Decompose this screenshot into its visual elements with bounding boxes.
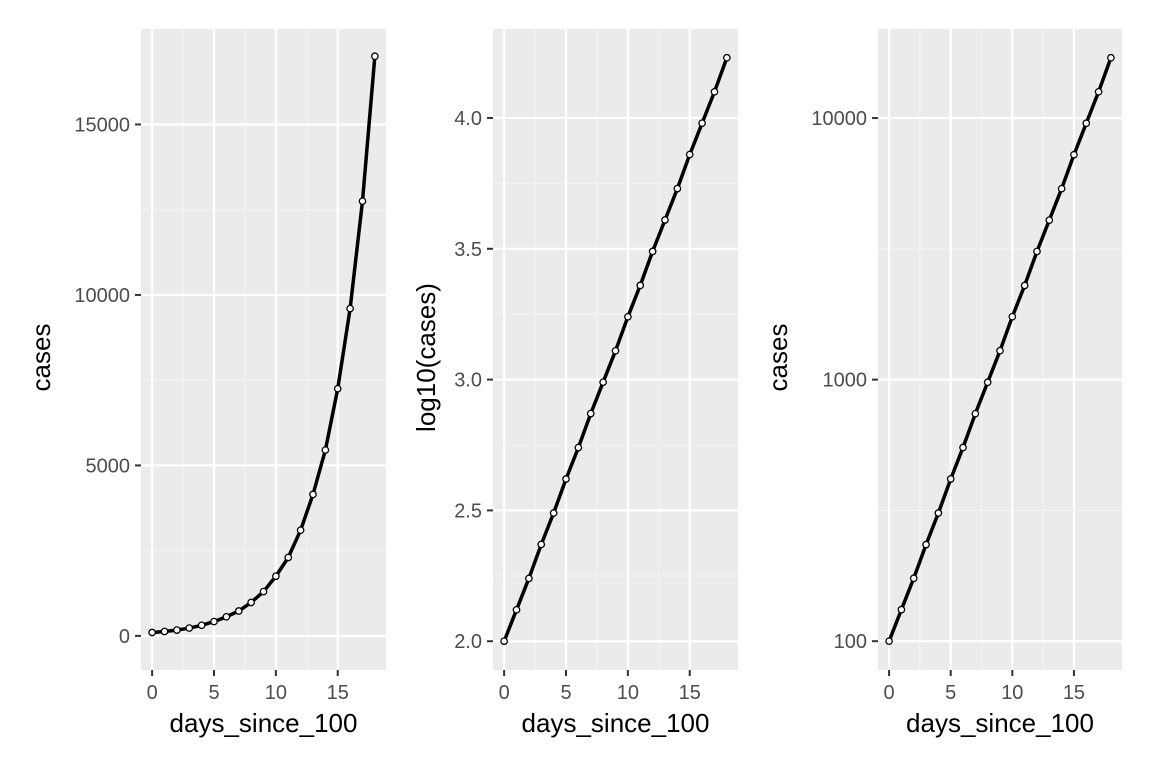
data-point [284, 553, 293, 562]
panel-1: 0 5 10 15 0 5000 10000 15000 days_since_100 cases [26, 29, 386, 738]
y-tick-label: 3.0 [454, 370, 482, 392]
data-point [333, 384, 342, 393]
data-point [897, 605, 906, 614]
data-point [296, 526, 305, 535]
y-tick-label: 0 [119, 626, 130, 648]
data-point [624, 312, 632, 321]
y-tick-label: 10000 [811, 108, 867, 130]
data-point [259, 587, 268, 596]
y-axis-title: log10(cases) [411, 283, 441, 432]
data-point [321, 446, 330, 454]
x-tick-label: 10 [1001, 682, 1023, 704]
data-point [1045, 216, 1054, 225]
y-axis-title: cases [763, 324, 793, 392]
x-tick-label: 10 [617, 682, 639, 704]
data-point [636, 281, 645, 290]
data-point [661, 216, 669, 224]
data-point [358, 197, 367, 206]
data-point [685, 150, 694, 159]
data-point [1082, 119, 1091, 128]
data-point [946, 475, 955, 483]
data-point [648, 247, 657, 256]
y-tick-label: 1000 [823, 370, 868, 392]
data-point [698, 119, 706, 128]
data-point [549, 509, 558, 517]
data-point [173, 626, 181, 634]
data-point [1008, 312, 1017, 321]
data-point [909, 574, 918, 583]
data-point [185, 624, 194, 632]
y-tick-label: 4.0 [454, 108, 482, 130]
x-tick-label: 10 [265, 682, 287, 704]
data-point [247, 598, 255, 607]
data-point [148, 628, 156, 637]
data-point [611, 346, 620, 355]
x-tick-label: 0 [499, 682, 510, 704]
data-point [222, 612, 231, 621]
data-point [272, 572, 280, 581]
data-point [210, 617, 218, 626]
data-point [574, 443, 583, 452]
data-point [371, 52, 379, 61]
data-point [673, 184, 682, 193]
y-tick-label: 10000 [74, 285, 130, 307]
y-tick-label: 2.0 [454, 631, 482, 653]
x-tick-label: 15 [1063, 682, 1085, 704]
data-point [525, 574, 533, 583]
data-point [934, 509, 943, 517]
data-point [1033, 247, 1041, 256]
y-tick-label: 3.5 [454, 239, 482, 261]
data-point [710, 87, 719, 96]
x-tick-label: 5 [208, 682, 219, 704]
x-axis-title: days_since_100 [170, 708, 358, 738]
data-point [537, 540, 546, 549]
data-point [234, 607, 243, 615]
panel-3: 0 5 10 15 100 1000 10000 days_since_100 cases [763, 29, 1122, 738]
data-point [1020, 281, 1029, 290]
y-axis-title: cases [26, 324, 56, 392]
data-point [1094, 87, 1103, 96]
y-tick-label: 2.5 [454, 500, 482, 522]
data-point [197, 621, 206, 630]
x-tick-label: 15 [679, 682, 701, 704]
data-point [959, 443, 967, 452]
data-point [723, 53, 731, 62]
data-point [512, 605, 521, 614]
y-tick-label: 15000 [74, 114, 130, 136]
data-point [346, 304, 354, 313]
x-tick-label: 15 [327, 682, 349, 704]
data-point [885, 637, 893, 646]
x-axis-title: days_since_100 [522, 708, 710, 738]
x-tick-label: 5 [945, 682, 956, 704]
x-tick-label: 0 [884, 682, 895, 704]
panel-2: 0 5 10 15 2.0 2.5 3.0 3.5 4.0 days_since_100 log10… [411, 29, 738, 738]
data-point [160, 627, 169, 636]
data-point [309, 490, 317, 499]
y-tick-label: 100 [834, 631, 867, 653]
data-point [599, 378, 607, 387]
y-tick-label: 5000 [86, 455, 131, 477]
data-point [500, 637, 508, 646]
data-point [1070, 150, 1078, 159]
data-point [586, 409, 595, 418]
data-point [922, 540, 930, 549]
data-point [983, 378, 992, 387]
data-point [562, 475, 570, 483]
data-point [996, 346, 1004, 355]
x-tick-label: 0 [147, 682, 158, 704]
data-point [1107, 53, 1115, 62]
data-point [971, 409, 980, 418]
data-point [1057, 184, 1066, 193]
x-axis-title: days_since_100 [906, 708, 1094, 738]
x-tick-label: 5 [560, 682, 571, 704]
